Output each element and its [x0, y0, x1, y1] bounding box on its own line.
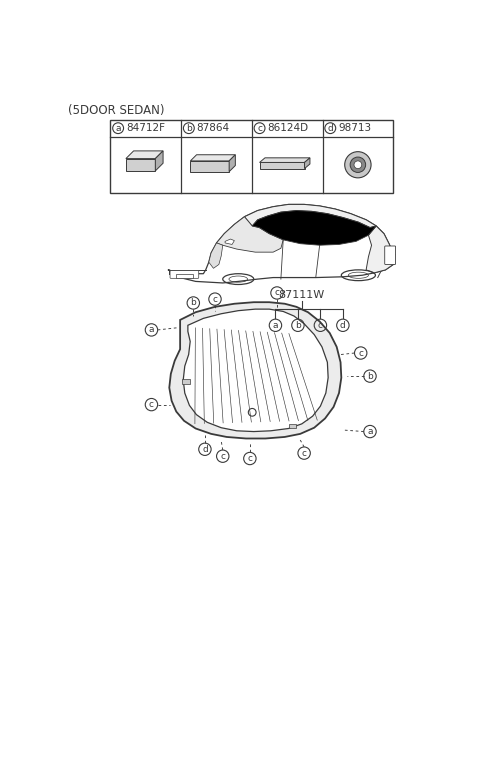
- Polygon shape: [191, 155, 235, 161]
- Text: b: b: [295, 321, 301, 330]
- Text: c: c: [247, 454, 252, 463]
- FancyBboxPatch shape: [170, 271, 199, 278]
- Text: a: a: [273, 321, 278, 330]
- Text: c: c: [220, 451, 225, 461]
- Bar: [176, 274, 193, 278]
- Text: c: c: [275, 288, 279, 298]
- Polygon shape: [252, 210, 376, 245]
- Polygon shape: [225, 239, 234, 244]
- Polygon shape: [126, 158, 156, 171]
- Text: c: c: [257, 124, 262, 133]
- Circle shape: [350, 157, 366, 172]
- Polygon shape: [260, 158, 310, 162]
- Text: 84712F: 84712F: [126, 123, 165, 133]
- Circle shape: [354, 161, 362, 169]
- Circle shape: [345, 152, 371, 178]
- Text: 87864: 87864: [197, 123, 230, 133]
- Text: d: d: [202, 444, 208, 454]
- Bar: [182, 380, 190, 384]
- Text: c: c: [213, 295, 217, 304]
- Text: a: a: [149, 325, 154, 335]
- Polygon shape: [156, 151, 163, 171]
- Polygon shape: [216, 216, 283, 252]
- Polygon shape: [304, 158, 310, 169]
- Text: (5DOOR SEDAN): (5DOOR SEDAN): [68, 104, 164, 117]
- Text: d: d: [327, 124, 333, 133]
- Text: 87111W: 87111W: [279, 291, 325, 300]
- Polygon shape: [191, 161, 229, 172]
- Text: c: c: [318, 321, 323, 330]
- Polygon shape: [169, 302, 341, 438]
- Text: c: c: [149, 400, 154, 409]
- Text: b: b: [367, 372, 373, 380]
- Text: 98713: 98713: [338, 123, 371, 133]
- Text: c: c: [358, 349, 363, 358]
- Text: b: b: [191, 298, 196, 308]
- Bar: [110, 120, 393, 192]
- Polygon shape: [209, 243, 223, 268]
- Text: a: a: [367, 427, 373, 436]
- Text: a: a: [115, 124, 121, 133]
- Polygon shape: [366, 226, 393, 273]
- Text: 86124D: 86124D: [267, 123, 309, 133]
- Polygon shape: [183, 309, 328, 431]
- Text: d: d: [340, 321, 346, 330]
- Bar: [288, 424, 296, 427]
- Polygon shape: [260, 162, 304, 169]
- Polygon shape: [244, 204, 376, 227]
- Polygon shape: [126, 151, 163, 158]
- Polygon shape: [229, 155, 235, 172]
- Text: c: c: [301, 448, 307, 458]
- Text: b: b: [186, 124, 192, 133]
- FancyBboxPatch shape: [385, 246, 396, 264]
